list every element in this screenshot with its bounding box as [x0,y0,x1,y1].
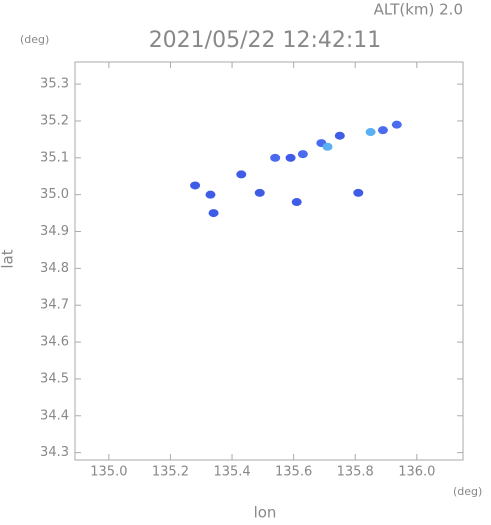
x-tick-label: 135.0 [90,465,127,480]
echo-cell [285,153,296,162]
y-tick-label: 35.2 [40,113,69,128]
echo-cell [236,170,247,179]
x-tick-label: 135.8 [337,465,374,480]
echo-cell [208,209,219,218]
echo-cell [322,142,333,151]
y-tick-label: 34.7 [40,298,69,313]
echo-cell [190,181,201,190]
y-unit: (deg) [20,33,49,46]
y-tick-label: 34.6 [40,335,69,350]
echo-cell [270,153,281,162]
x-tick-label: 135.4 [213,465,250,480]
echo-cell [353,188,364,197]
y-tick-label: 34.3 [40,445,69,460]
echo-cell [377,126,388,135]
echo-cell [254,188,265,197]
y-tick-label: 35.0 [40,187,69,202]
echo-cell [205,190,216,199]
plot-frame [74,61,464,461]
altitude-annotation: ALT(km) 2.0 [374,1,463,19]
echo-cell [365,128,376,137]
y-tick-label: 34.5 [40,371,69,386]
y-tick-label: 34.8 [40,261,69,276]
echo-cell [291,198,302,207]
y-tick-label: 35.3 [40,77,69,92]
x-tick-label: 135.6 [275,465,312,480]
echo-cell [334,131,345,140]
y-tick-label: 34.9 [40,224,69,239]
x-unit: (deg) [453,485,482,498]
x-tick-label: 135.2 [152,465,189,480]
y-tick-label: 35.1 [40,150,69,165]
echo-cell [391,120,402,129]
chart-title: 2021/05/22 12:42:11 [149,28,382,53]
x-axis-label: lon [254,504,277,522]
x-tick-label: 136.0 [398,465,435,480]
echo-cell [297,150,308,159]
y-axis-label: lat [0,249,17,268]
y-tick-label: 34.4 [40,408,69,423]
